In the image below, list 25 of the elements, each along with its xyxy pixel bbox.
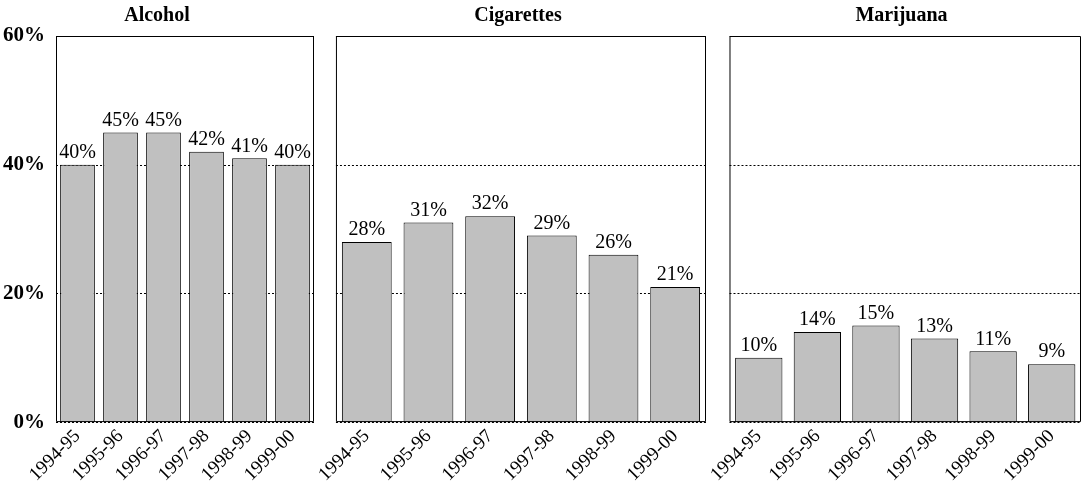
chart-title: Marijuana bbox=[855, 3, 948, 27]
data-label: 41% bbox=[231, 133, 268, 156]
data-label: 31% bbox=[410, 197, 447, 220]
chart-title: Alcohol bbox=[124, 3, 191, 26]
y-tick-label: 0% bbox=[13, 408, 45, 433]
y-tick-label: 40% bbox=[3, 151, 45, 176]
data-label: 45% bbox=[102, 107, 139, 130]
data-label: 14% bbox=[799, 307, 836, 330]
data-label: 13% bbox=[916, 313, 953, 336]
data-label: 9% bbox=[1038, 339, 1066, 362]
y-tick-label: 20% bbox=[3, 279, 45, 304]
data-label: 15% bbox=[857, 300, 895, 323]
data-label: 26% bbox=[595, 230, 632, 253]
chart-title: Cigarettes bbox=[474, 3, 562, 27]
data-label: 40% bbox=[274, 139, 311, 162]
data-label: 45% bbox=[145, 107, 182, 130]
data-label: 11% bbox=[975, 326, 1012, 349]
y-tick-label: 60% bbox=[3, 22, 45, 47]
data-label: 40% bbox=[59, 139, 96, 162]
data-label: 10% bbox=[740, 333, 778, 355]
data-label: 32% bbox=[471, 191, 509, 214]
data-label: 28% bbox=[348, 217, 386, 240]
data-label: 21% bbox=[656, 262, 694, 285]
data-label: 42% bbox=[188, 127, 225, 150]
data-label: 29% bbox=[533, 210, 571, 233]
